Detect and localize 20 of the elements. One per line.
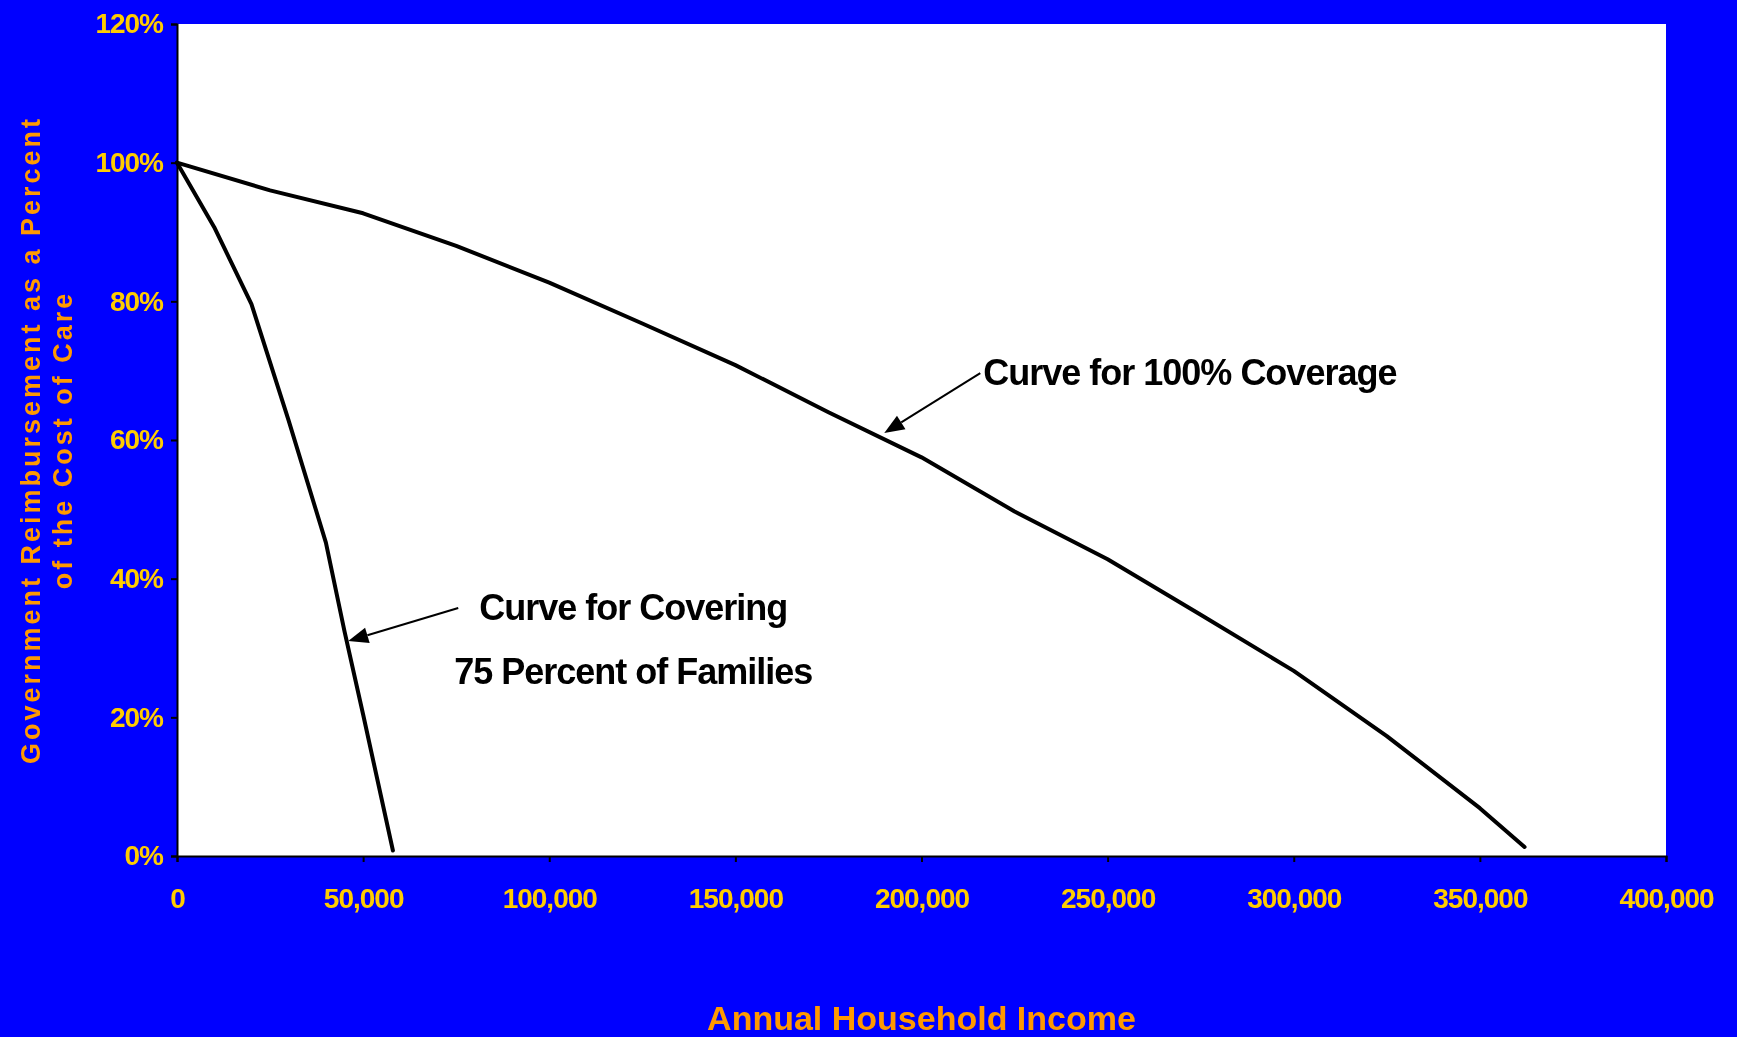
y-tick-label: 120% [95, 8, 165, 40]
x-tick-label: 400,000 [1619, 882, 1715, 914]
x-tick-label: 100,000 [502, 882, 598, 914]
x-tick-label: 0 [170, 882, 186, 914]
y-tick-label: 80% [109, 285, 165, 317]
x-tick-label: 150,000 [688, 882, 784, 914]
y-tick-label: 0% [124, 840, 165, 872]
y-tick-label: 20% [109, 701, 165, 733]
x-axis-title: Annual Household Income [707, 999, 1136, 1037]
y-tick-label: 40% [109, 563, 165, 595]
x-tick-label: 300,000 [1247, 882, 1342, 914]
y-tick-label: 100% [95, 147, 165, 179]
x-tick-label: 250,000 [1061, 882, 1156, 914]
x-tick-label: 50,000 [323, 882, 404, 914]
y-axis-title: Government Reimbursement as a Percent of the Cost of Care [16, 115, 78, 765]
y-tick-label: 60% [109, 424, 165, 456]
x-tick-label: 350,000 [1433, 882, 1528, 914]
annotation: Curve for 100% Coverage [983, 352, 1397, 394]
x-tick-label: 200,000 [874, 882, 970, 914]
annotation: Curve for Covering 75 Percent of Families [454, 587, 813, 693]
